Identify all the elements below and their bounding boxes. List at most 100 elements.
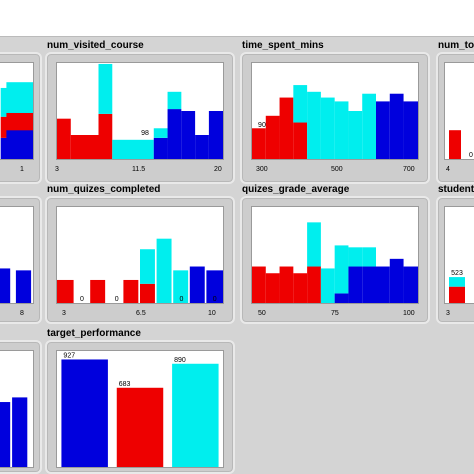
tick-p3-0: 4 [446,166,450,173]
bar-p5-2-red [123,279,139,303]
bar-p2-0-red [252,128,266,159]
bar-p4-0-blue [0,268,11,303]
bar-p1-4-cyan [140,139,154,159]
bar-p1-8-blue [195,135,209,159]
tick-p6-2: 100 [403,310,415,317]
bar-p1-5-blue [153,137,168,159]
bar-p7-0-red [449,286,465,303]
bar-p2-1-red [265,115,280,159]
top-bar [0,0,474,37]
panel-p3[interactable]: 0 [436,52,474,184]
bar-p6-6-blue [334,293,349,303]
panel-title-p3: num_to [438,40,474,51]
bar-p2-4-cyan [307,91,321,159]
bar-p6-5-cyan [320,268,335,303]
bar-p2-3-red [293,122,308,159]
panel-p7[interactable]: 523 [436,196,474,324]
panel-title-p2: time_spent_mins [242,40,324,51]
panel-title-p5: num_quizes_completed [47,184,161,195]
bar-p4-1-blue [15,270,32,303]
bar-p6-7-blue [348,266,363,303]
bar-p5-1-red [90,279,106,303]
chart-p8 [0,397,28,467]
panel-title-p6: quizes_grade_average [242,184,350,195]
bar-p8-0-blue [0,402,11,467]
data-label-p9-2: 890 [174,357,186,364]
bar-p2-6-cyan [334,101,349,159]
bar-p2-10-blue [389,93,404,159]
bar-p6-8-cyan [362,247,377,267]
chart-p2: 90 [252,85,418,159]
bar-p1-0-red [57,118,71,159]
data-label-p9-1: 683 [119,381,131,388]
plot-area-p7: 523 [444,206,474,304]
bar-p1-3-cyan [112,139,140,159]
chart-p5: 0 0 0 0 [57,238,223,303]
data-label-p3-0: 0 [469,152,473,159]
tick-p2-1: 500 [331,166,343,173]
tick-p1-2: 20 [214,166,222,173]
bar-p6-10-blue [389,258,404,303]
chart-p3: 0 [449,130,473,159]
tick-p0-0: 1 [20,166,24,173]
bar-p0-1-cyan [6,82,33,113]
bar-p1-9-blue [208,111,223,159]
bar-p1-7-blue [181,111,196,159]
data-label-p9-0: 927 [63,352,75,359]
panel-p2[interactable]: 90 [240,52,430,184]
bar-p8-1-blue [12,397,28,467]
tick-p1-0: 3 [55,166,59,173]
plot-area-p1: 98 [56,62,224,160]
panel-title-p7: student [438,184,474,195]
bar-p5-7-blue [206,270,223,303]
bar-p5-6-blue [189,266,205,303]
bar-p1-2-red [98,113,113,159]
bar-p2-5-cyan [320,97,335,159]
bar-p6-0-red [252,266,266,303]
plot-area-p6 [251,206,419,304]
plot-area-p5: 0 0 0 0 [56,206,224,304]
plot-area-p2: 90 [251,62,419,160]
tick-p6-0: 50 [258,310,266,317]
chart-p7: 523 [449,270,465,303]
panel-p4[interactable] [0,196,42,324]
bar-p1-6-blue [167,109,182,159]
tick-p6-1: 75 [331,310,339,317]
bar-p2-8-cyan [362,93,377,159]
bar-p6-3-red [293,273,308,303]
panel-title-p1: num_visited_course [47,40,144,51]
tick-p4-0: 8 [20,310,24,317]
bar-p6-8-blue [362,266,377,303]
tick-p5-0: 3 [62,310,66,317]
plot-area-p9: 927 683 890 [56,350,224,468]
bar-p7-0-cyan [449,277,465,287]
panel-p9[interactable]: 927 683 890 [45,340,235,474]
data-label-p5-0: 0 [80,296,84,303]
bar-p2-9-blue [376,101,390,159]
panel-p6[interactable] [240,196,430,324]
panel-p8[interactable] [0,340,42,474]
bar-p6-9-blue [376,266,390,303]
chart-p0 [0,82,33,159]
bar-p1-5-cyan [153,128,168,138]
bar-p2-2-red [279,97,294,159]
tick-p7-0: 3 [446,310,450,317]
data-label-p1-0: 98 [141,130,149,137]
bar-p2-11-blue [403,101,418,159]
data-label-p5-3: 0 [213,296,217,303]
bar-p1-1-red [70,135,99,159]
bar-p1-6-cyan [167,91,182,110]
bar-p5-3-red [140,283,155,303]
bar-p9-1 [116,387,164,467]
chart-p9: 927 683 890 [61,352,219,467]
bar-p6-2-red [279,266,294,303]
bar-p9-2 [172,363,219,467]
panel-p0[interactable] [0,52,42,184]
plot-area-p3: 0 [444,62,474,160]
panel-p5[interactable]: 0 0 0 0 [45,196,235,324]
panel-title-p9: target_performance [47,328,141,339]
tick-p5-2: 10 [208,310,216,317]
bar-p6-7-cyan [348,247,363,267]
panel-p1[interactable]: 98 [45,52,235,184]
data-label-p5-1: 0 [115,296,119,303]
